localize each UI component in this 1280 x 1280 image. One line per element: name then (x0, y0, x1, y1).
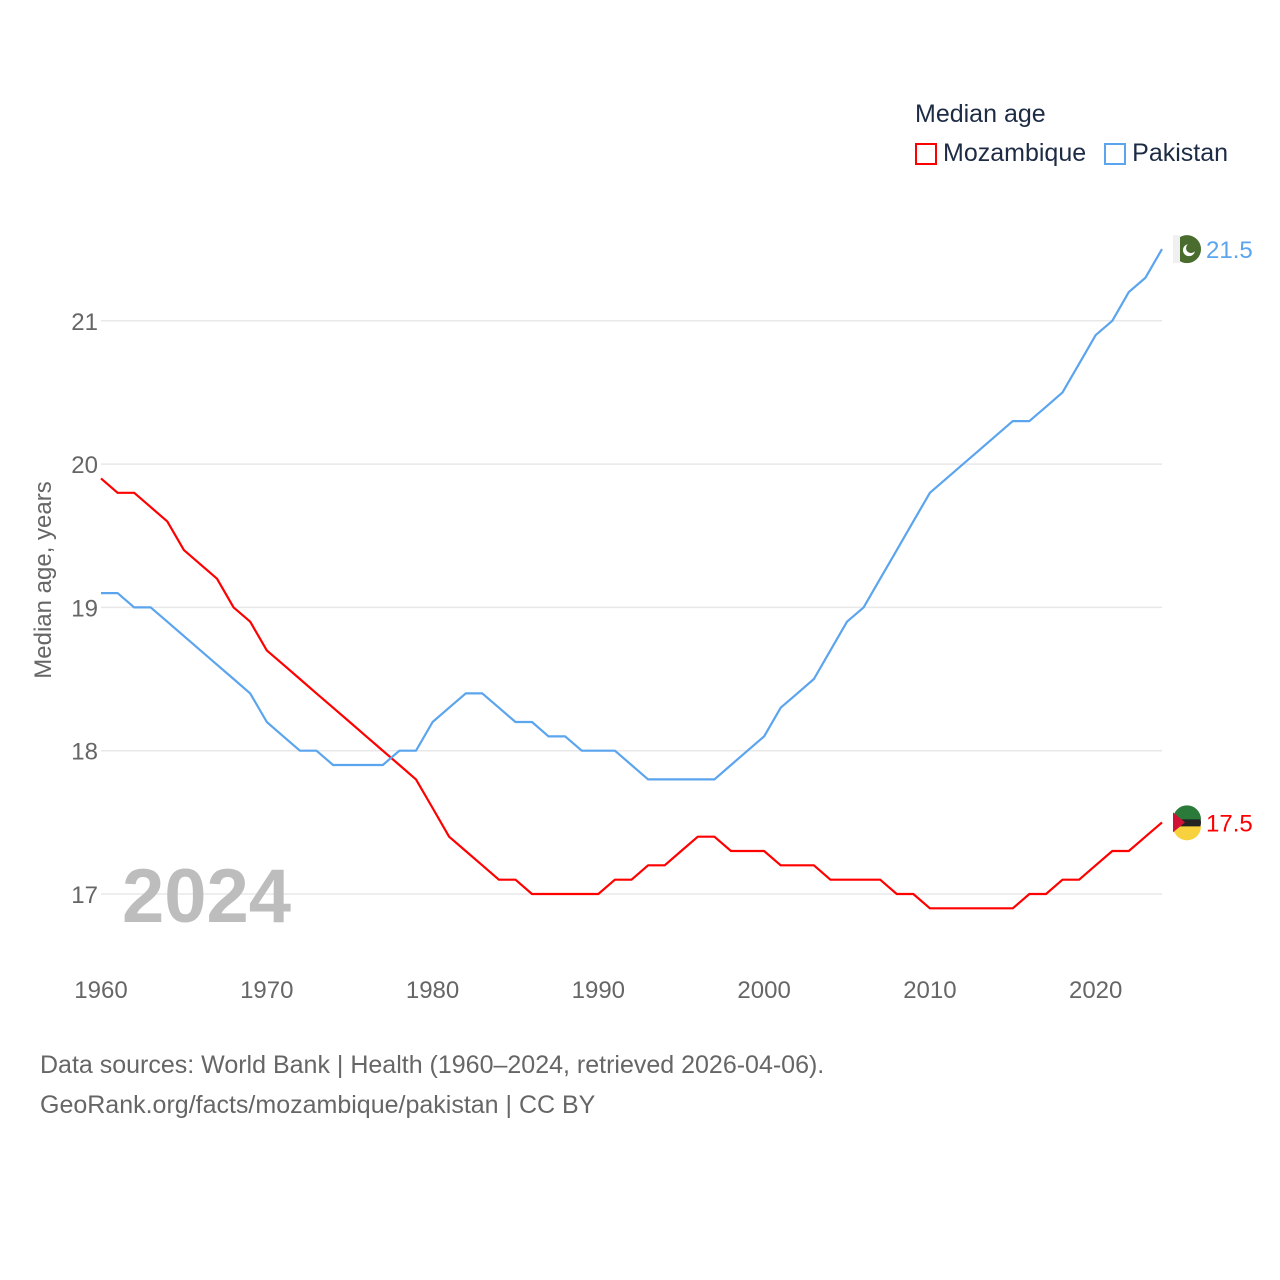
x-tick-label: 2000 (737, 977, 790, 1004)
legend-swatch (915, 142, 937, 165)
legend-item-pakistan[interactable]: Pakistan (1104, 139, 1228, 168)
mozambique-flag-icon (1173, 805, 1201, 820)
legend-item-mozambique[interactable]: Mozambique (915, 139, 1086, 168)
x-tick-label: 1970 (240, 977, 293, 1004)
legend-swatch (1104, 142, 1127, 165)
pakistan-flag-icon (1186, 243, 1196, 254)
mozambique-flag-icon (1173, 812, 1185, 833)
y-tick-label: 17 (71, 882, 98, 909)
x-tick-label: 2010 (903, 977, 956, 1004)
y-axis-label: Median age, years (30, 481, 57, 678)
year-label: 2024 (122, 854, 291, 939)
legend-title: Median age (915, 100, 1046, 128)
end-value-label: 17.5 (1206, 810, 1253, 837)
mozambique-flag-icon (1173, 826, 1201, 841)
end-value-label: 21.5 (1206, 237, 1253, 264)
legend-label: Pakistan (1132, 139, 1229, 167)
legend: Median age Mozambique Pakistan (915, 100, 1228, 168)
y-tick-label: 21 (71, 309, 98, 336)
x-tick-label: 1980 (406, 977, 459, 1004)
x-tick-label: 2020 (1069, 977, 1122, 1004)
x-tick-label: 1960 (74, 977, 127, 1004)
series-line-pakistan (101, 248, 1163, 781)
footer: Data sources: World Bank | Health (1960–… (40, 1045, 824, 1125)
x-tick-label: 1990 (572, 977, 625, 1004)
y-tick-label: 20 (71, 452, 98, 479)
y-tick-label: 19 (71, 595, 98, 622)
series-line-mozambique (100, 477, 1163, 910)
data-sources: Data sources: World Bank | Health (1960–… (40, 1051, 825, 1079)
legend-label: Mozambique (943, 139, 1087, 167)
y-tick-label: 18 (71, 739, 98, 766)
source-link[interactable]: GeoRank.org/facts/mozambique/pakistan | … (40, 1091, 596, 1119)
pakistan-flag-icon (1173, 235, 1180, 264)
